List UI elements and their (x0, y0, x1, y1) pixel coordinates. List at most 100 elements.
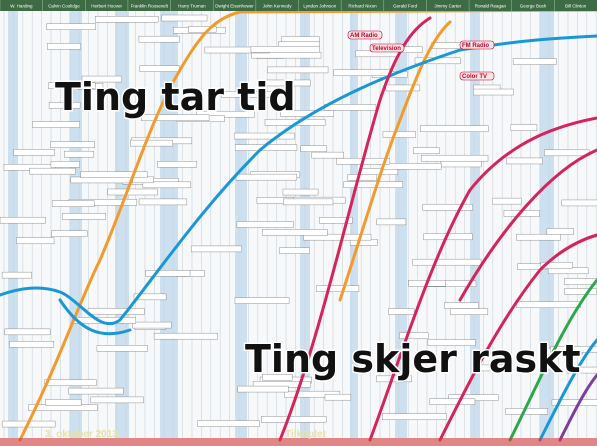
event-box (359, 168, 399, 176)
event-box (87, 308, 145, 315)
event-box (473, 88, 514, 96)
event-box (303, 233, 372, 241)
event-box (473, 364, 506, 372)
event-box (429, 398, 476, 405)
event-box (546, 228, 574, 235)
red-curve (278, 16, 432, 442)
event-box (90, 396, 144, 404)
event-box (382, 163, 442, 170)
stripe (540, 11, 554, 438)
event-box (388, 308, 415, 315)
event-box (262, 229, 328, 236)
event-box (45, 399, 82, 406)
stripe (350, 11, 358, 438)
event-box (64, 150, 95, 158)
red-curve-3 (438, 233, 597, 442)
event-box (324, 104, 377, 111)
event-box (547, 267, 589, 275)
event-box (4, 328, 51, 336)
purple-curve (558, 373, 597, 442)
bottom-strip (0, 438, 597, 446)
event-box (376, 218, 407, 226)
event-box (385, 84, 421, 92)
event-box (196, 110, 255, 118)
event-box (157, 161, 198, 168)
event-box (32, 121, 80, 128)
tag-box (459, 40, 495, 50)
green-curve (508, 278, 597, 442)
event-box (382, 413, 447, 420)
event-box (324, 393, 352, 401)
status: Tilkoplet (285, 429, 327, 440)
event-box (544, 149, 590, 157)
event-box (261, 416, 327, 423)
caption-top: Ting tar tid (55, 75, 296, 119)
president: Dwight Eisenhower (215, 4, 254, 9)
event-box (412, 147, 440, 154)
event-box (191, 245, 243, 253)
event-box (263, 79, 311, 87)
president: Gerald Ford (393, 4, 418, 9)
event-box (95, 16, 159, 23)
event-box (540, 261, 573, 269)
orange-curve-2 (338, 20, 452, 302)
event-box (51, 230, 88, 237)
tech-labels: AM Radio Television FM Radio Color TV (347, 30, 495, 81)
event-box (343, 181, 404, 188)
blue-curve-2 (58, 298, 132, 336)
event-box (564, 278, 597, 285)
president: Harry Truman (178, 4, 206, 9)
president: W. Harding (10, 4, 33, 9)
event-box (28, 404, 98, 411)
event-box (267, 66, 329, 74)
president: Richard Nixon (348, 4, 377, 9)
event-box (279, 247, 310, 254)
event-box (422, 204, 473, 211)
president: Calvin Coolidge (48, 4, 80, 9)
event-box (235, 173, 297, 181)
event-box (236, 221, 294, 228)
event-boxes (0, 14, 597, 428)
event-box (510, 124, 538, 131)
tech-label: Color TV (462, 74, 487, 80)
red-curve-4 (458, 148, 597, 302)
stripes (3, 11, 597, 438)
event-box (492, 197, 522, 205)
event-box (440, 160, 482, 168)
event-box (107, 188, 158, 196)
event-box (44, 379, 97, 386)
tag-box (459, 71, 495, 81)
president: Bill Clinton (565, 4, 587, 9)
event-box (80, 171, 148, 178)
event-box (61, 213, 107, 220)
tag-box (347, 30, 383, 40)
president: Herbert Hoover (91, 4, 122, 9)
event-box (561, 199, 597, 207)
tech-label: Television (372, 46, 401, 52)
event-box (333, 69, 391, 76)
event-box (262, 374, 293, 381)
event-box (412, 258, 482, 266)
tech-label: AM Radio (350, 33, 378, 39)
event-box (130, 139, 173, 147)
event-box (96, 345, 148, 352)
event-box (161, 14, 208, 22)
event-box (233, 132, 295, 140)
event-box (566, 366, 597, 374)
event-box (133, 293, 167, 301)
event-box (319, 217, 353, 224)
event-box (138, 35, 180, 43)
stripe (470, 11, 480, 438)
event-box (300, 145, 327, 152)
event-box (427, 339, 476, 346)
event-box (283, 198, 334, 206)
event-box (141, 114, 210, 122)
event-box (13, 149, 56, 156)
event-box (46, 23, 96, 30)
event-box (51, 200, 95, 207)
event-box (48, 102, 81, 109)
tech-label: FM Radio (462, 43, 489, 49)
event-box (221, 91, 277, 98)
event-box (420, 154, 489, 162)
